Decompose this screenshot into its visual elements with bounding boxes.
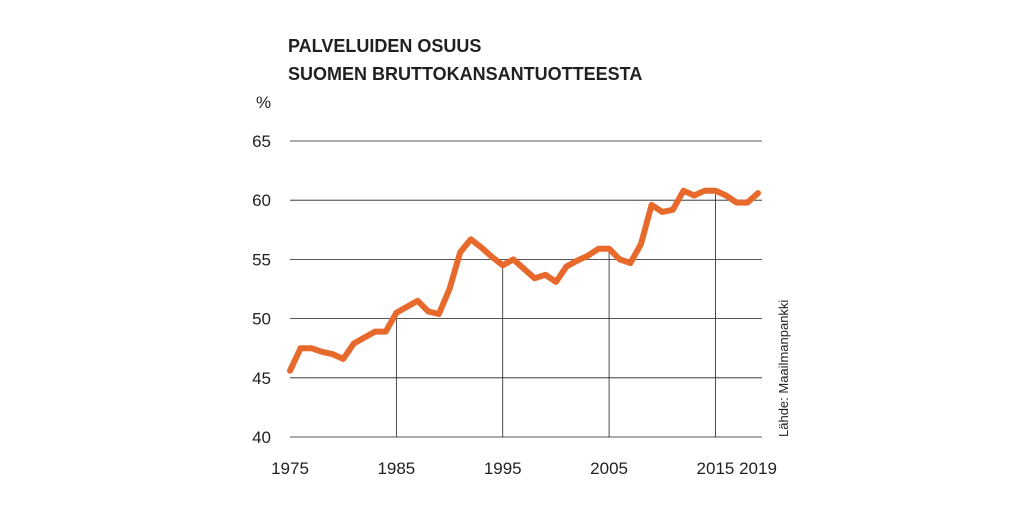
chart-title: PALVELUIDEN OSUUS [288,36,481,56]
y-tick-label-45: 45 [252,369,271,388]
x-tick-label-2005: 2005 [590,459,628,478]
y-tick-labels: 40 45 50 55 60 65 [252,132,271,447]
vertical-gridlines [395,190,716,437]
horizontal-gridlines [290,140,762,438]
x-tick-label-1985: 1985 [377,459,415,478]
x-tick-label-2019: 2019 [739,459,777,478]
x-tick-label-1975: 1975 [271,459,309,478]
x-tick-label-2015: 2015 [697,459,735,478]
y-axis-unit: % [256,93,271,112]
x-tick-labels: 1975 1985 1995 2005 2015 2019 [271,459,777,478]
y-tick-label-55: 55 [252,250,271,269]
source-label: Lähde: Maailmanpankki [776,300,791,437]
y-tick-label-65: 65 [252,132,271,151]
chart-subtitle: SUOMEN BRUTTOKANSANTUOTTEESTA [288,64,642,84]
x-tick-label-1995: 1995 [484,459,522,478]
y-tick-label-50: 50 [252,310,271,329]
series-line [287,187,761,374]
y-tick-label-60: 60 [252,191,271,210]
y-tick-label-40: 40 [252,428,271,447]
